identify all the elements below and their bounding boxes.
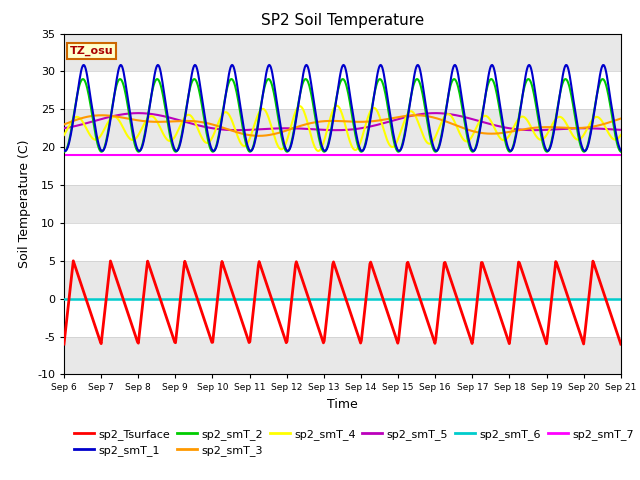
Text: TZ_osu: TZ_osu <box>70 46 113 56</box>
Bar <box>64 299 621 336</box>
Bar <box>64 109 621 147</box>
Title: SP2 Soil Temperature: SP2 Soil Temperature <box>260 13 424 28</box>
Bar <box>64 34 621 72</box>
Bar <box>64 223 621 261</box>
Bar <box>64 72 621 109</box>
X-axis label: Time: Time <box>327 398 358 411</box>
Bar <box>64 185 621 223</box>
Bar <box>64 261 621 299</box>
Bar <box>64 336 621 374</box>
Y-axis label: Soil Temperature (C): Soil Temperature (C) <box>19 140 31 268</box>
Bar <box>64 147 621 185</box>
Legend: sp2_Tsurface, sp2_smT_1, sp2_smT_2, sp2_smT_3, sp2_smT_4, sp2_smT_5, sp2_smT_6, : sp2_Tsurface, sp2_smT_1, sp2_smT_2, sp2_… <box>70 424 638 460</box>
